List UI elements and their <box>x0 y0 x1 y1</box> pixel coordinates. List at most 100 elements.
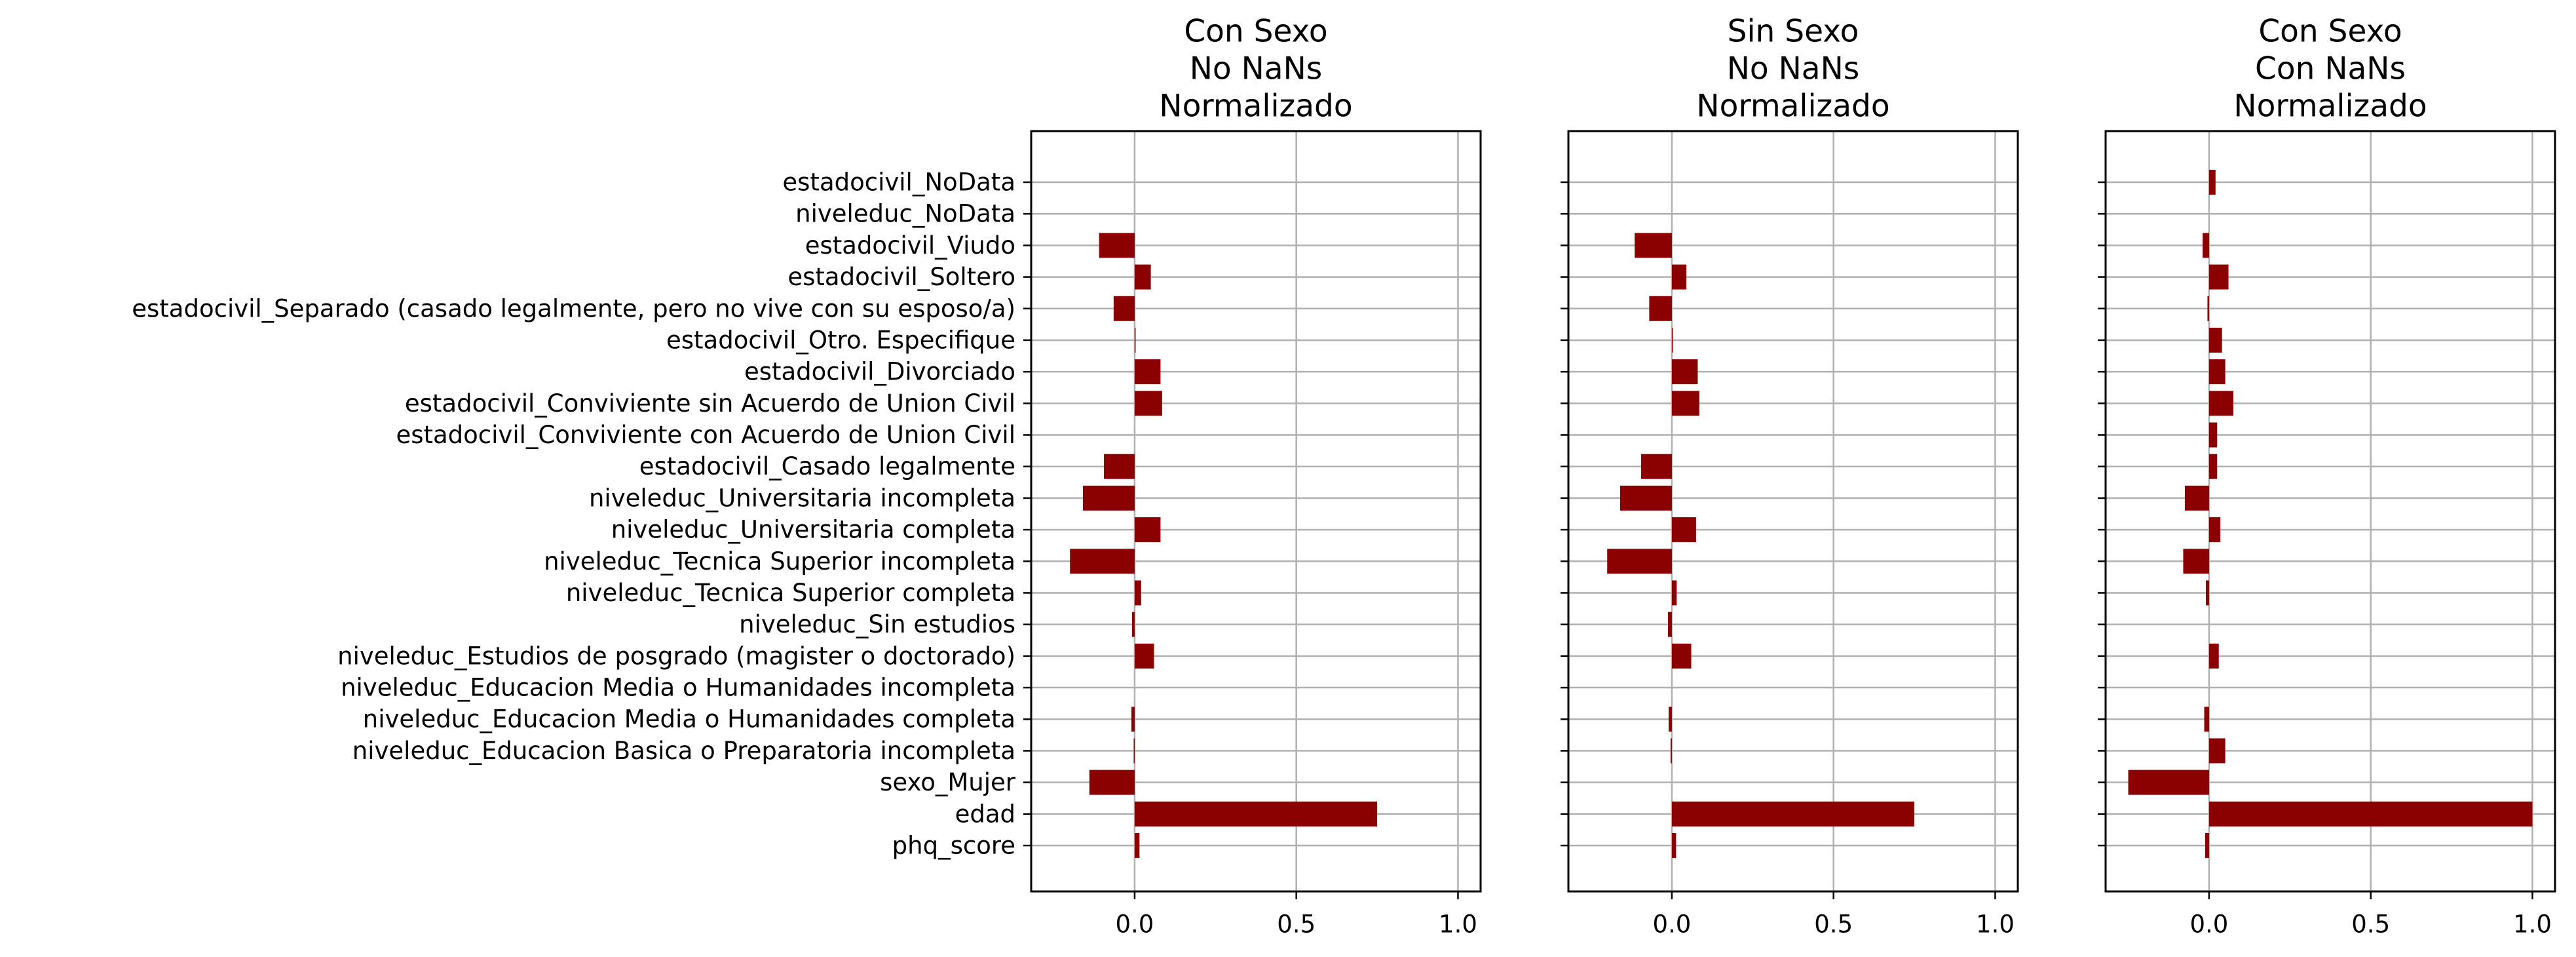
bar <box>1134 359 1161 385</box>
axes-frame <box>1030 130 1482 893</box>
bar <box>1641 454 1672 479</box>
bar <box>2208 643 2219 669</box>
bar <box>2208 391 2233 416</box>
panel-title: Normalizado <box>1696 88 1889 125</box>
bar <box>2207 296 2209 321</box>
category-label: niveleduc_Tecnica Superior completa <box>566 579 1015 607</box>
bar <box>2203 233 2209 258</box>
bar <box>2184 485 2209 511</box>
bar <box>1131 612 1135 637</box>
bar <box>1134 517 1161 543</box>
panel-title: No NaNs <box>1190 51 1322 87</box>
bar <box>2208 359 2226 385</box>
bar <box>1671 833 1676 858</box>
bar <box>1668 707 1672 732</box>
bar <box>1635 233 1672 258</box>
bar <box>2183 549 2209 574</box>
category-label: estadocivil_Viudo <box>805 231 1015 260</box>
x-tick-label: 1.0 <box>2513 910 2552 939</box>
bar <box>1082 485 1135 511</box>
bar <box>1133 738 1135 764</box>
bar <box>1671 517 1696 543</box>
axes-frame <box>2104 130 2556 893</box>
bar <box>1671 359 1698 385</box>
bar <box>1607 549 1672 574</box>
bar <box>1671 580 1677 606</box>
x-tick-label: 1.0 <box>1439 910 1477 939</box>
category-label: estadocivil_Divorciado <box>744 358 1015 386</box>
panel-title: Sin Sexo <box>1728 14 1859 50</box>
bar <box>1668 612 1672 637</box>
category-labels: phq_score edad sexo_Mujer niveleduc_Educaci… <box>132 168 1016 860</box>
bar <box>1671 327 1673 353</box>
bar <box>2208 170 2216 195</box>
bar <box>2208 422 2218 448</box>
x-tick-label: 0.0 <box>1653 910 1692 939</box>
category-label: niveleduc_Estudios de posgrado (magister… <box>337 642 1015 670</box>
bar <box>2128 770 2209 795</box>
bar <box>2208 738 2226 764</box>
bar <box>1619 485 1672 511</box>
category-label: estadocivil_Separado (casado legalmente,… <box>132 294 1015 322</box>
x-tick-label: 1.0 <box>1976 910 2015 939</box>
x-tick-label: 0.0 <box>1116 910 1154 939</box>
bar <box>2208 517 2221 543</box>
category-label: niveleduc_Educacion Media o Humanidades … <box>363 705 1015 733</box>
bar <box>2205 580 2209 606</box>
bar <box>1104 454 1135 479</box>
bar <box>2208 264 2229 290</box>
category-label: niveleduc_Educacion Basica o Preparatori… <box>352 737 1015 765</box>
bar <box>1099 233 1135 258</box>
panel-title: Con NaNs <box>2255 51 2406 87</box>
category-label: niveleduc_Tecnica Superior incompleta <box>544 547 1015 576</box>
bar <box>1671 643 1692 669</box>
panel-title: Normalizado <box>1159 88 1352 125</box>
category-label: estadocivil_NoData <box>782 168 1015 197</box>
bar <box>2208 454 2218 479</box>
bar <box>1134 833 1140 858</box>
bar <box>1671 801 1915 827</box>
bar <box>1134 801 1378 827</box>
bar <box>1671 391 1699 416</box>
category-label: sexo_Mujer <box>880 768 1016 796</box>
bar <box>1134 391 1162 416</box>
bar <box>2205 833 2209 858</box>
category-label: estadocivil_Otro. Especifique <box>666 326 1015 354</box>
bar <box>1134 580 1141 606</box>
category-label: niveleduc_NoData <box>795 200 1015 228</box>
panel-title: Con Sexo <box>1184 14 1327 50</box>
x-tick-label: 0.5 <box>1814 910 1853 939</box>
bar <box>1134 643 1154 669</box>
category-label: edad <box>955 800 1015 828</box>
category-label: niveleduc_Sin estudios <box>739 610 1015 638</box>
category-label: niveleduc_Educacion Media o Humanidades … <box>341 674 1015 702</box>
category-label: niveleduc_Universitaria completa <box>611 516 1015 544</box>
x-tick-label: 0.5 <box>1277 910 1316 939</box>
bar <box>2204 707 2209 732</box>
bar <box>1134 264 1151 290</box>
x-tick-label: 0.0 <box>2190 910 2229 939</box>
bar <box>1671 264 1687 290</box>
bar <box>1070 549 1135 574</box>
panel-title: Normalizado <box>2233 88 2427 125</box>
bar <box>1670 738 1672 764</box>
category-label: estadocivil_Casado legalmente <box>639 452 1015 480</box>
category-label: phq_score <box>892 832 1015 860</box>
bar <box>1131 707 1135 732</box>
category-label: niveleduc_Universitaria incompleta <box>589 484 1015 512</box>
bar <box>2208 327 2222 353</box>
category-label: estadocivil_Soltero <box>787 263 1015 291</box>
bar <box>1113 296 1135 321</box>
bar <box>1089 770 1135 795</box>
bar <box>2208 801 2533 827</box>
x-tick-label: 0.5 <box>2351 910 2390 939</box>
category-label: estadocivil_Conviviente con Acuerdo de U… <box>396 421 1015 449</box>
panel-title: Con Sexo <box>2258 14 2402 50</box>
category-label: estadocivil_Conviviente sin Acuerdo de U… <box>405 389 1015 418</box>
axes-frame <box>1567 130 2019 893</box>
